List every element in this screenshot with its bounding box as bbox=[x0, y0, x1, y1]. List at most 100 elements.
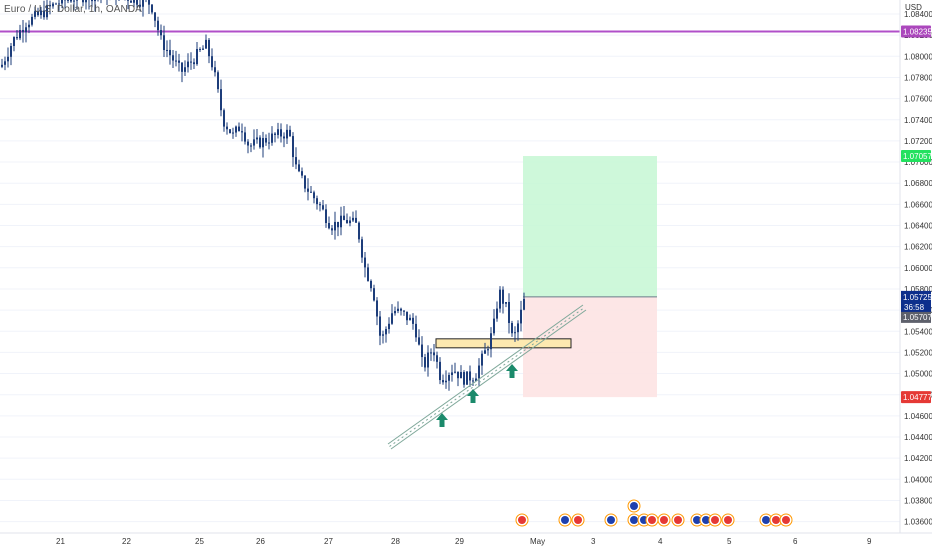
candle-body bbox=[196, 49, 198, 65]
symbol-title[interactable]: Euro / U.S. Dollar, 1h, OANDA bbox=[4, 4, 142, 15]
time-axis-label: 22 bbox=[122, 537, 131, 546]
horizontal-line-price-tag[interactable] bbox=[901, 25, 931, 38]
candle-body bbox=[325, 209, 327, 224]
currency-label[interactable]: USD bbox=[905, 3, 922, 12]
candle-body bbox=[334, 221, 336, 231]
candle-body bbox=[490, 333, 492, 350]
candle-body bbox=[13, 37, 15, 46]
candle-body bbox=[274, 133, 276, 135]
price-tick-label: 1.04600 bbox=[904, 412, 932, 421]
current-price-tag[interactable] bbox=[901, 290, 931, 313]
price-tick-label: 1.07400 bbox=[904, 116, 932, 125]
candle-body bbox=[130, 0, 132, 3]
candle-body bbox=[76, 0, 78, 1]
candle-body bbox=[172, 55, 174, 61]
candle-body bbox=[247, 141, 249, 146]
candle-body bbox=[262, 138, 264, 148]
candle-body bbox=[199, 49, 201, 51]
time-axis-label: 27 bbox=[324, 537, 333, 546]
candle-body bbox=[355, 217, 357, 223]
candle-body bbox=[433, 352, 435, 356]
candle-body bbox=[406, 311, 408, 321]
candle-body bbox=[133, 0, 135, 3]
price-tick-label: 1.06800 bbox=[904, 179, 932, 188]
candle-body bbox=[337, 221, 339, 228]
take-profit-price-tag[interactable] bbox=[901, 150, 931, 163]
candle-body bbox=[295, 157, 297, 165]
candle-body bbox=[22, 29, 24, 33]
candle-body bbox=[457, 371, 459, 379]
stop-loss-price-tag[interactable] bbox=[901, 391, 931, 404]
candle-body bbox=[463, 372, 465, 385]
candle-body bbox=[160, 30, 162, 36]
economic-event-flag-icon bbox=[674, 516, 682, 524]
trend-channel[interactable] bbox=[387, 304, 587, 450]
candle-body bbox=[31, 16, 33, 25]
candle-body bbox=[205, 39, 207, 49]
candle-body bbox=[343, 215, 345, 221]
price-tick-label: 1.05200 bbox=[904, 348, 932, 357]
candle-body bbox=[244, 132, 246, 142]
candle-body bbox=[223, 110, 225, 127]
candle-body bbox=[328, 223, 330, 229]
candle-body bbox=[229, 129, 231, 134]
support-zone-box[interactable] bbox=[435, 338, 572, 349]
candle-body bbox=[187, 61, 189, 68]
time-axis-label: 28 bbox=[391, 537, 400, 546]
time-axis-label: 3 bbox=[591, 537, 596, 546]
price-axis[interactable] bbox=[900, 0, 932, 533]
candle-body bbox=[235, 126, 237, 133]
previous-price-tag[interactable] bbox=[901, 311, 931, 323]
candle-body bbox=[391, 313, 393, 324]
candle-body bbox=[280, 129, 282, 137]
candle-body bbox=[277, 129, 279, 135]
candle-body bbox=[136, 0, 138, 5]
candle-body bbox=[193, 62, 195, 65]
candle-body bbox=[517, 323, 519, 333]
candle-body bbox=[418, 337, 420, 345]
candle-body bbox=[487, 349, 489, 351]
economic-event-flag-icon bbox=[772, 516, 780, 524]
candle-body bbox=[382, 334, 384, 336]
candle-body bbox=[286, 129, 288, 139]
economic-event-flag-icon bbox=[630, 502, 638, 510]
price-tick-label: 1.07600 bbox=[904, 95, 932, 104]
price-tick-label: 1.04000 bbox=[904, 475, 932, 484]
take-profit-price-tag-text: 1.07057 bbox=[903, 152, 932, 161]
candle-body bbox=[259, 137, 261, 148]
candle-body bbox=[469, 371, 471, 381]
economic-event-flag-icon bbox=[693, 516, 701, 524]
up-arrow-icon[interactable] bbox=[467, 389, 479, 403]
candle-body bbox=[367, 267, 369, 281]
time-axis-label: 4 bbox=[658, 537, 663, 546]
economic-event-flag-icon bbox=[574, 516, 582, 524]
candle-body bbox=[283, 136, 285, 139]
candle-body bbox=[7, 56, 9, 62]
candle-body bbox=[217, 72, 219, 90]
candle-body bbox=[82, 0, 84, 3]
candle-body bbox=[322, 205, 324, 210]
candle-body bbox=[349, 220, 351, 224]
candle-body bbox=[169, 49, 171, 56]
candle-body bbox=[37, 11, 39, 16]
candle-body bbox=[412, 317, 414, 324]
up-arrow-icon[interactable] bbox=[506, 364, 518, 378]
up-arrow-icon[interactable] bbox=[436, 413, 448, 427]
candle-body bbox=[85, 0, 87, 3]
candle-body bbox=[301, 171, 303, 176]
profit-zone[interactable] bbox=[523, 156, 657, 297]
candle-body bbox=[514, 332, 516, 334]
candle-body bbox=[304, 175, 306, 189]
candle-body bbox=[166, 49, 168, 51]
candle-body bbox=[520, 309, 522, 324]
horizontal-line-price-tag-text: 1.08235 bbox=[903, 27, 932, 36]
economic-event-flag-icon bbox=[660, 516, 668, 524]
candle-body bbox=[361, 239, 363, 258]
candle-body bbox=[181, 62, 183, 72]
candle-countdown-text: 36:58 bbox=[904, 303, 925, 312]
candle-body bbox=[28, 24, 30, 28]
current-price-text: 1.05725 bbox=[903, 293, 932, 302]
candle-body bbox=[400, 308, 402, 311]
candle-body bbox=[157, 20, 159, 31]
